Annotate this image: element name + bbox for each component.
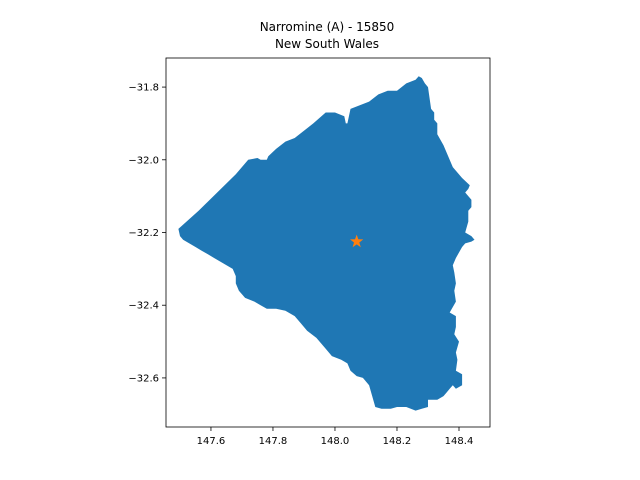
plot-area (178, 76, 475, 411)
chart-title-line-1: Narromine (A) - 15850 (260, 20, 395, 34)
x-tick-label: 148.0 (321, 436, 350, 447)
y-tick-label: −32.6 (128, 373, 159, 384)
y-tick-label: −32.0 (128, 155, 159, 166)
x-tick-label: 148.2 (383, 436, 412, 447)
y-tick-label: −31.8 (128, 83, 159, 94)
x-axis: 147.6 147.8 148.0 148.2 148.4 (197, 427, 474, 447)
y-tick-label: −32.2 (128, 228, 159, 239)
x-tick-label: 147.6 (197, 436, 226, 447)
chart-title-line-2: New South Wales (275, 37, 379, 51)
y-axis: −31.8 −32.0 −32.2 −32.4 −32.6 (128, 83, 166, 384)
region-polygon (178, 76, 475, 411)
centroid-star-marker (350, 234, 364, 248)
axes-frame (165, 57, 491, 428)
x-tick-label: 147.8 (259, 436, 288, 447)
y-tick-label: −32.4 (128, 301, 159, 312)
x-tick-label: 148.4 (445, 436, 474, 447)
